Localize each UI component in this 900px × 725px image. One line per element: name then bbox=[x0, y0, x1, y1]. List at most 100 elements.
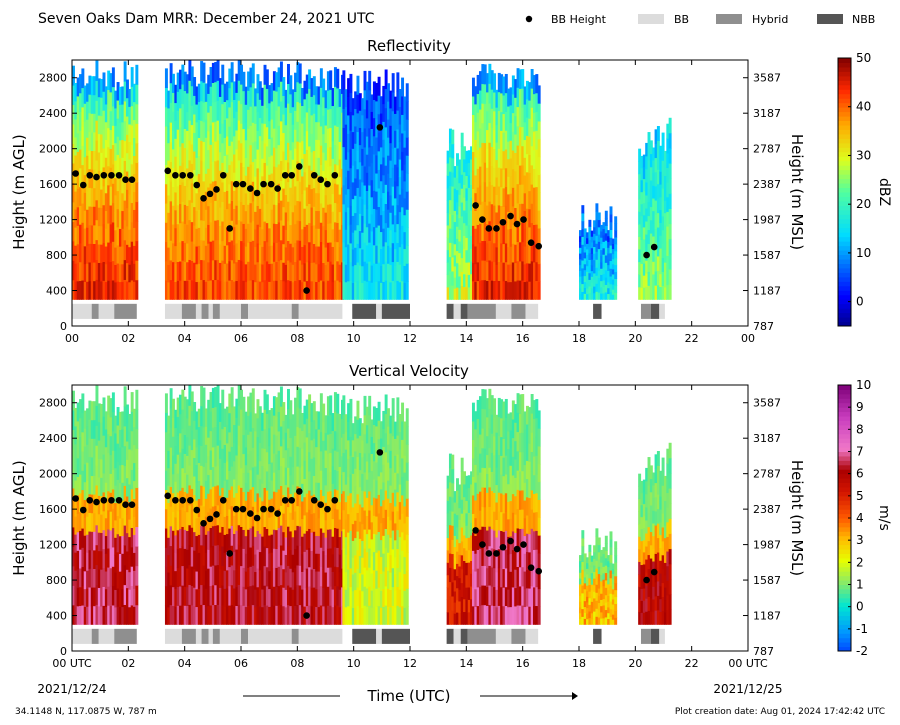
heatmap-cell bbox=[81, 145, 85, 166]
heatmap-cell bbox=[368, 89, 372, 110]
heatmap-cell bbox=[190, 124, 194, 145]
heatmap-cell bbox=[326, 586, 330, 606]
heatmap-cell bbox=[363, 472, 367, 492]
heatmap-cell bbox=[396, 586, 400, 606]
heatmap-cell bbox=[391, 473, 395, 493]
heatmap-cell bbox=[638, 536, 642, 550]
heatmap-cell bbox=[116, 208, 120, 228]
heatmap-cell bbox=[403, 248, 407, 266]
heatmap-cell bbox=[511, 280, 515, 300]
heatmap-cell bbox=[90, 280, 94, 300]
heatmap-cell bbox=[118, 140, 122, 159]
heatmap-cell bbox=[294, 605, 297, 625]
heatmap-cell bbox=[171, 186, 175, 206]
heatmap-cell bbox=[394, 438, 397, 456]
heatmap-cell bbox=[640, 203, 644, 217]
heatmap-cell bbox=[495, 229, 499, 248]
heatmap-cell bbox=[88, 243, 92, 263]
heatmap-cell bbox=[225, 190, 229, 210]
heatmap-cell bbox=[493, 549, 497, 569]
heatmap-cell bbox=[275, 586, 279, 606]
heatmap-cell bbox=[324, 537, 328, 556]
heatmap-cell bbox=[310, 244, 314, 263]
heatmap-cell bbox=[109, 586, 113, 606]
heatmap-cell bbox=[123, 525, 127, 546]
heatmap-cell bbox=[460, 243, 464, 259]
heatmap-cell bbox=[483, 260, 487, 281]
heatmap-cell bbox=[398, 141, 402, 160]
heatmap-cell bbox=[668, 148, 672, 164]
heatmap-cell bbox=[479, 261, 482, 281]
heatmap-cell bbox=[649, 597, 653, 612]
heatmap-cell bbox=[600, 249, 604, 257]
heatmap-cell bbox=[322, 606, 326, 625]
heatmap-cell bbox=[256, 474, 260, 494]
heatmap-cell bbox=[387, 606, 390, 625]
heatmap-cell bbox=[256, 493, 260, 513]
heatmap-cell bbox=[329, 280, 333, 300]
legend-label-hybrid: Hybrid bbox=[752, 13, 788, 26]
heatmap-cell bbox=[221, 546, 225, 567]
heatmap-cell bbox=[537, 138, 541, 158]
heatmap-cell bbox=[305, 205, 309, 225]
heatmap-cell bbox=[200, 485, 204, 506]
heatmap-cell bbox=[100, 587, 104, 607]
heatmap-cell bbox=[225, 442, 229, 462]
heatmap-cell bbox=[200, 140, 204, 161]
heatmap-cell bbox=[275, 261, 279, 281]
heatmap-cell bbox=[312, 150, 316, 170]
heatmap-cell bbox=[270, 516, 274, 535]
heatmap-cell bbox=[446, 550, 450, 563]
heatmap-cell bbox=[169, 181, 173, 202]
heatmap-cell bbox=[209, 125, 213, 145]
heatmap-cell bbox=[446, 587, 450, 601]
heatmap-cell bbox=[200, 100, 204, 122]
heatmap-cell bbox=[294, 416, 297, 436]
heatmap-cell bbox=[583, 234, 587, 241]
heatmap-cell bbox=[391, 586, 395, 606]
heatmap-cell bbox=[645, 142, 649, 157]
heatmap-cell bbox=[579, 270, 582, 277]
heatmap-cell bbox=[405, 480, 409, 499]
heatmap-cell bbox=[211, 279, 215, 300]
heatmap-cell bbox=[384, 69, 388, 90]
heatmap-cell bbox=[130, 260, 134, 281]
heatmap-cell bbox=[474, 606, 478, 625]
heatmap-cell bbox=[518, 432, 522, 453]
heatmap-cell bbox=[581, 252, 585, 261]
heatmap-cell bbox=[315, 263, 319, 283]
heatmap-cell bbox=[193, 420, 197, 440]
heatmap-cell bbox=[164, 547, 168, 568]
heatmap-cell bbox=[602, 267, 606, 275]
heatmap-cell bbox=[204, 263, 208, 282]
heatmap-cell bbox=[218, 495, 222, 515]
heatmap-cell bbox=[249, 202, 253, 223]
heatmap-cell bbox=[609, 214, 613, 223]
heatmap-cell bbox=[453, 221, 457, 234]
heatmap-cell bbox=[100, 170, 104, 190]
heatmap-cell bbox=[387, 462, 390, 481]
heatmap-cell bbox=[507, 413, 511, 432]
heatmap-cell bbox=[171, 455, 175, 475]
heatmap-cell bbox=[244, 210, 248, 229]
heatmap-cell bbox=[125, 207, 129, 227]
heatmap-cell bbox=[583, 588, 587, 596]
heatmap-cell bbox=[590, 230, 594, 237]
heatmap-cell bbox=[372, 208, 376, 228]
heatmap-cell bbox=[265, 528, 269, 549]
heatmap-cell bbox=[586, 613, 589, 620]
heatmap-cell bbox=[279, 465, 283, 487]
heatmap-cell bbox=[315, 86, 319, 105]
heatmap-cell bbox=[609, 601, 613, 610]
heatmap-cell bbox=[401, 568, 405, 588]
heatmap-cell bbox=[389, 572, 393, 591]
heatmap-cell bbox=[221, 467, 225, 488]
heatmap-cell bbox=[349, 92, 353, 112]
heatmap-cell bbox=[521, 261, 525, 281]
heatmap-cell bbox=[347, 262, 351, 282]
heatmap-cell bbox=[463, 171, 466, 185]
heatmap-cell bbox=[476, 399, 480, 420]
heatmap-cell bbox=[372, 190, 376, 209]
heatmap-cell bbox=[336, 509, 340, 529]
heatmap-cell bbox=[607, 607, 611, 614]
